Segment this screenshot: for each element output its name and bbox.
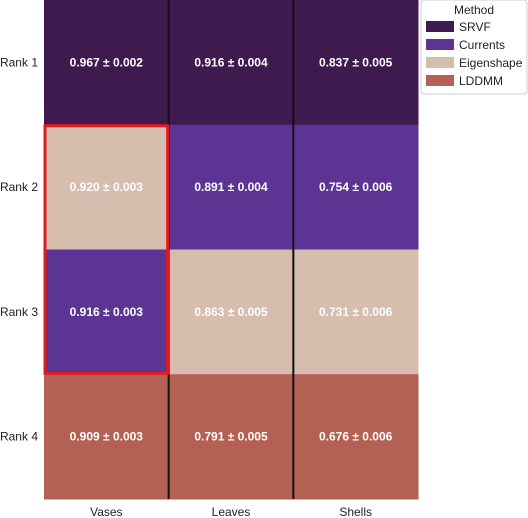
y-tick-labels: Rank 1 Rank 2 Rank 3 Rank 4 (0, 55, 38, 443)
legend-swatch-srvf (426, 21, 454, 32)
y-tick-rank-2: Rank 2 (0, 180, 38, 194)
x-tick-labels: Vases Leaves Shells (90, 505, 372, 518)
legend-swatch-lddmm (426, 75, 454, 86)
heatmap-cells (44, 0, 419, 500)
cell-rank-2-shells (293, 124, 419, 250)
x-tick-vases: Vases (90, 505, 122, 518)
legend-swatch-currents (426, 39, 454, 50)
legend: Method SRVF Currents Eigenshape LDDMM (420, 0, 528, 95)
legend-label-currents: Currents (459, 38, 505, 52)
cell-label-rank-2-shells: 0.754 ± 0.006 (319, 180, 393, 194)
cell-rank-3-leaves (168, 249, 294, 375)
legend-label-lddmm: LDDMM (459, 74, 503, 88)
cell-rank-3-shells (293, 249, 419, 375)
cell-label-rank-4-vases: 0.909 ± 0.003 (70, 430, 144, 444)
cell-labels: 0.967 ± 0.002 0.916 ± 0.004 0.837 ± 0.005 0… (70, 55, 393, 443)
cell-rank-2-leaves (168, 124, 294, 250)
y-tick-rank-1: Rank 1 (0, 55, 38, 69)
x-tick-leaves: Leaves (212, 505, 251, 518)
cell-label-rank-4-leaves: 0.791 ± 0.005 (194, 430, 268, 444)
cell-label-rank-1-vases: 0.967 ± 0.002 (70, 55, 144, 69)
legend-entries: SRVF Currents Eigenshape LDDMM (426, 20, 523, 88)
cell-rank-4-shells (293, 374, 419, 500)
y-tick-rank-4: Rank 4 (0, 430, 38, 444)
legend-label-srvf: SRVF (459, 20, 491, 34)
cell-label-rank-3-leaves: 0.863 ± 0.005 (194, 305, 268, 319)
legend-title: Method (454, 3, 494, 17)
y-tick-rank-3: Rank 3 (0, 305, 38, 319)
cell-label-rank-3-shells: 0.731 ± 0.006 (319, 305, 393, 319)
x-tick-shells: Shells (339, 505, 372, 518)
cell-rank-4-leaves (168, 374, 294, 500)
cell-rank-1-vases (44, 0, 170, 126)
highlight-rect (43, 124, 170, 375)
cell-rank-4-vases (44, 374, 170, 500)
cell-rank-1-leaves (168, 0, 294, 126)
highlight-box (43, 124, 170, 375)
cell-label-rank-3-vases: 0.916 ± 0.003 (70, 305, 144, 319)
cell-label-rank-2-leaves: 0.891 ± 0.004 (194, 180, 268, 194)
cell-rank-3-vases (44, 249, 170, 375)
cell-label-rank-4-shells: 0.676 ± 0.006 (319, 430, 393, 444)
cell-rank-1-shells (293, 0, 419, 126)
cell-label-rank-1-leaves: 0.916 ± 0.004 (194, 55, 268, 69)
cell-label-rank-1-shells: 0.837 ± 0.005 (319, 55, 393, 69)
cell-label-rank-2-vases: 0.920 ± 0.003 (70, 180, 144, 194)
cell-rank-2-vases (44, 124, 170, 250)
legend-label-eigenshape: Eigenshape (459, 56, 523, 70)
legend-swatch-eigenshape (426, 57, 454, 68)
